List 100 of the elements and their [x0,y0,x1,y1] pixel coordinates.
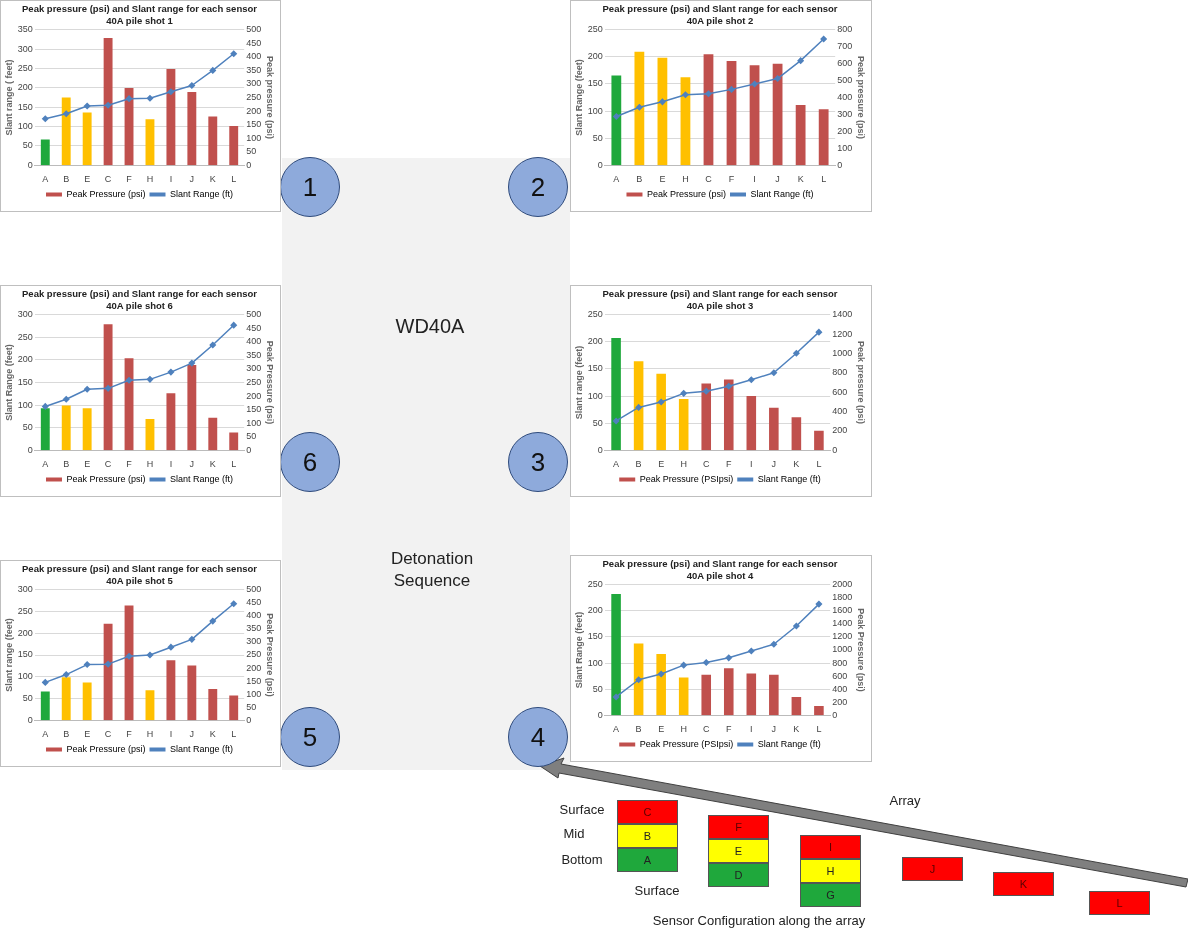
point [680,661,687,669]
bar [791,417,802,451]
point [793,622,800,630]
x-tick-label: H [680,724,687,735]
legend-label: Slant Range (ft) [170,188,234,199]
y2-tick-label: 250 [246,649,262,660]
point [682,91,689,99]
point [636,104,643,111]
y2-tick-label: 450 [246,37,262,48]
y2-tick-label: 200 [246,390,262,401]
y-tick-label: 0 [597,709,603,720]
point [815,328,823,336]
x-tick-label: C [705,174,713,185]
bar [124,88,134,166]
bar [124,605,134,721]
y-tick-label: 300 [17,43,33,54]
bar [208,688,218,721]
y2-axis-title: Peak pressure (psi) [856,340,867,425]
y2-tick-label: 1200 [832,328,853,339]
bar [657,57,668,166]
point [125,653,133,660]
x-tick-label: J [775,174,780,185]
x-tick-label: K [793,459,800,470]
bar [145,119,155,166]
x-tick-label: J [189,459,195,470]
point [188,359,196,367]
y-tick-label: 100 [587,657,603,668]
x-tick-label: A [42,729,49,740]
y-tick-label: 250 [587,579,603,590]
y-tick-label: 0 [27,714,33,725]
bar [208,417,218,451]
y2-tick-label: 50 [246,701,257,712]
block: A [617,848,678,872]
text: Mid [563,826,585,844]
point [820,35,827,43]
chart-subtitle: 40A pile shot 6 [106,299,173,311]
y2-tick-label: 1200 [832,631,853,642]
y2-tick-label: 2000 [832,579,853,590]
y2-tick-label: 1400 [832,618,853,629]
bar [208,116,218,166]
bar [633,643,644,716]
bar [61,97,71,166]
text: Array [889,793,921,811]
bar [772,63,783,166]
point [146,376,154,383]
y2-tick-label: 400 [837,91,853,102]
y-tick-label: 0 [27,444,33,455]
point [612,693,620,701]
x-tick-label: F [126,174,133,185]
y2-tick-label: 200 [832,425,848,436]
point [83,386,91,393]
chart-subtitle: 40A pile shot 4 [686,569,755,581]
y2-tick-label: 1800 [832,592,853,603]
y-tick-label: 50 [592,417,603,428]
y2-axis-title: Peak pressure (psi) [265,55,276,140]
x-tick-label: A [42,459,49,470]
y2-tick-label: 350 [246,623,262,634]
x-tick-label: B [63,174,70,185]
bar [166,69,176,166]
bar [61,405,71,451]
point [230,600,237,607]
y2-tick-label: 50 [246,146,257,157]
bar [611,75,622,166]
x-tick-label: L [231,729,237,740]
y2-tick-label: 500 [837,75,853,86]
point [188,82,196,89]
x-tick-label: E [84,174,91,185]
y2-tick-label: 600 [832,386,848,397]
x-tick-label: C [702,459,710,470]
legend-label: Peak Pressure (psi) [66,188,146,199]
x-tick-label: J [771,724,777,735]
point [680,390,687,397]
point [62,671,70,678]
y-tick-label: 50 [22,422,33,433]
y2-tick-label: 0 [837,159,843,170]
y-tick-label: 250 [17,62,33,73]
block: C [617,800,678,824]
text: Sensor Configuration along the array [652,913,866,930]
x-tick-label: I [750,459,753,470]
block: J [902,857,963,881]
y2-tick-label: 200 [246,662,262,673]
text: Bottom [561,852,603,870]
point [104,660,112,668]
y-tick-label: 0 [597,444,603,455]
bar [634,51,645,166]
point [42,679,49,686]
y-tick-label: 250 [587,309,603,320]
x-tick-label: A [613,459,620,470]
x-tick-label: B [636,174,643,185]
y-tick-label: 200 [17,627,33,638]
y2-tick-label: 800 [832,657,848,668]
y-tick-label: 150 [17,101,33,112]
y2-tick-label: 1400 [832,309,853,320]
y-tick-label: 50 [22,692,33,703]
y2-tick-label: 400 [246,51,262,62]
x-tick-label: J [771,459,777,470]
bar [814,706,824,716]
y-axis-title: Slant Range (feet) [573,59,584,136]
point [104,101,112,109]
x-tick-label: H [682,174,689,185]
